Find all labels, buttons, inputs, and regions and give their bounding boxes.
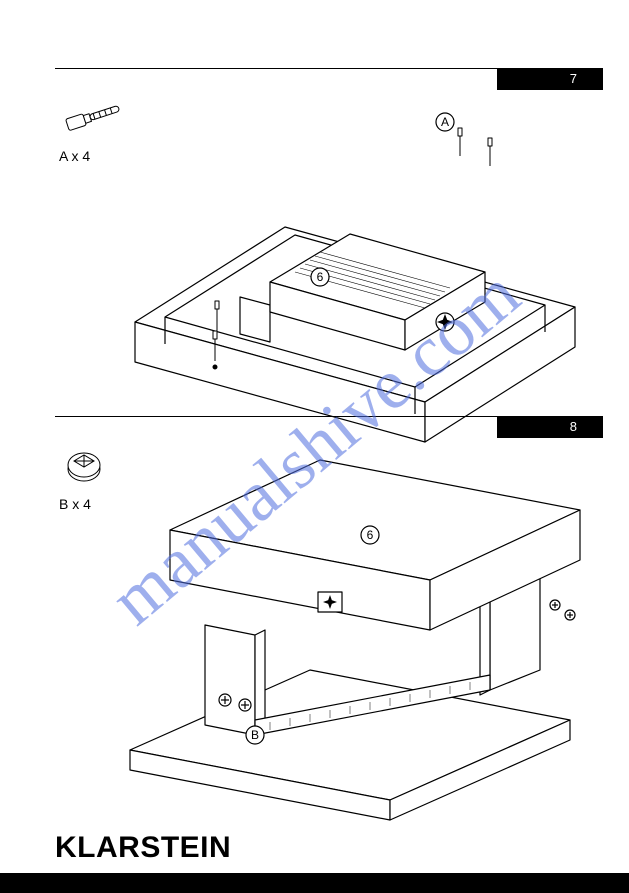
callout-a-text: A	[441, 115, 449, 129]
step-number-7: 7	[497, 68, 603, 90]
part-a-label: A x 4	[59, 148, 90, 164]
step-8-diagram: 6 B	[110, 440, 600, 810]
footer-bar	[0, 873, 629, 893]
brand-logo: KLARSTEIN	[55, 831, 231, 865]
callout-6b-text: 6	[367, 528, 374, 542]
callout-b-text: B	[251, 728, 259, 742]
callout-6-text: 6	[317, 270, 324, 284]
part-b-icon	[63, 445, 105, 487]
step-number-8-text: 8	[570, 419, 577, 434]
part-b-label: B x 4	[59, 496, 91, 512]
step-7-diagram: A 6	[95, 112, 595, 412]
manual-page: 7 A x 4	[0, 0, 629, 893]
step-number-8: 8	[497, 416, 603, 438]
step-number-7-text: 7	[570, 71, 577, 86]
